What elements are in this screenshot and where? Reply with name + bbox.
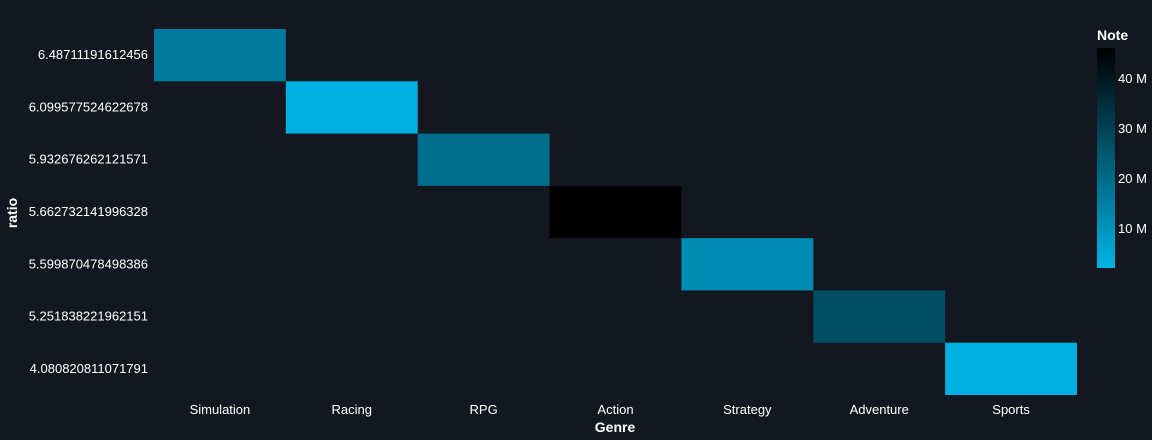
x-tick-label: Action xyxy=(597,402,633,417)
y-tick-label: 6.48711191612456 xyxy=(38,47,148,62)
y-tick-label: 6.099577524622678 xyxy=(29,99,148,114)
heatmap-cell[interactable] xyxy=(813,290,946,343)
colorbar-gradient xyxy=(1097,48,1115,268)
heatmap-cells xyxy=(154,29,1077,395)
colorbar-tick-label: 40 M xyxy=(1118,71,1147,86)
x-axis-title: Genre xyxy=(595,419,636,435)
heatmap-cell[interactable] xyxy=(945,342,1077,395)
x-tick-label: Strategy xyxy=(723,402,772,417)
x-tick-labels: Simulation Racing RPG Action Strategy Adventu… xyxy=(190,402,1031,417)
heatmap-cell[interactable] xyxy=(549,185,682,239)
x-tick-label: Simulation xyxy=(190,402,251,417)
heatmap-cell[interactable] xyxy=(154,29,286,82)
y-tick-label: 5.662732141996328 xyxy=(29,204,148,219)
colorbar-tick-labels: 10 M 20 M 30 M 40 M xyxy=(1118,71,1147,236)
colorbar-title: Note xyxy=(1097,27,1128,43)
heatmap-cell[interactable] xyxy=(285,81,418,134)
y-tick-label: 5.599870478498386 xyxy=(29,256,148,271)
y-tick-label: 5.251838221962151 xyxy=(29,309,148,324)
x-tick-label: Adventure xyxy=(850,402,909,417)
heatmap-cell[interactable] xyxy=(681,238,814,291)
colorbar-tick-label: 30 M xyxy=(1118,121,1147,136)
x-tick-label: RPG xyxy=(470,402,498,417)
heatmap-cell[interactable] xyxy=(417,133,550,186)
y-axis-title: ratio xyxy=(4,198,20,228)
y-tick-label: 5.932676262121571 xyxy=(29,152,148,167)
x-tick-label: Racing xyxy=(332,402,372,417)
colorbar-tick-label: 10 M xyxy=(1118,221,1147,236)
x-tick-label: Sports xyxy=(992,402,1030,417)
y-tick-labels: 6.48711191612456 6.099577524622678 5.93267… xyxy=(29,47,148,376)
colorbar-tick-label: 20 M xyxy=(1118,171,1147,186)
y-tick-label: 4.080820811071791 xyxy=(30,361,148,376)
colorbar: Note 10 M 20 M 30 M 40 M xyxy=(1097,27,1147,268)
